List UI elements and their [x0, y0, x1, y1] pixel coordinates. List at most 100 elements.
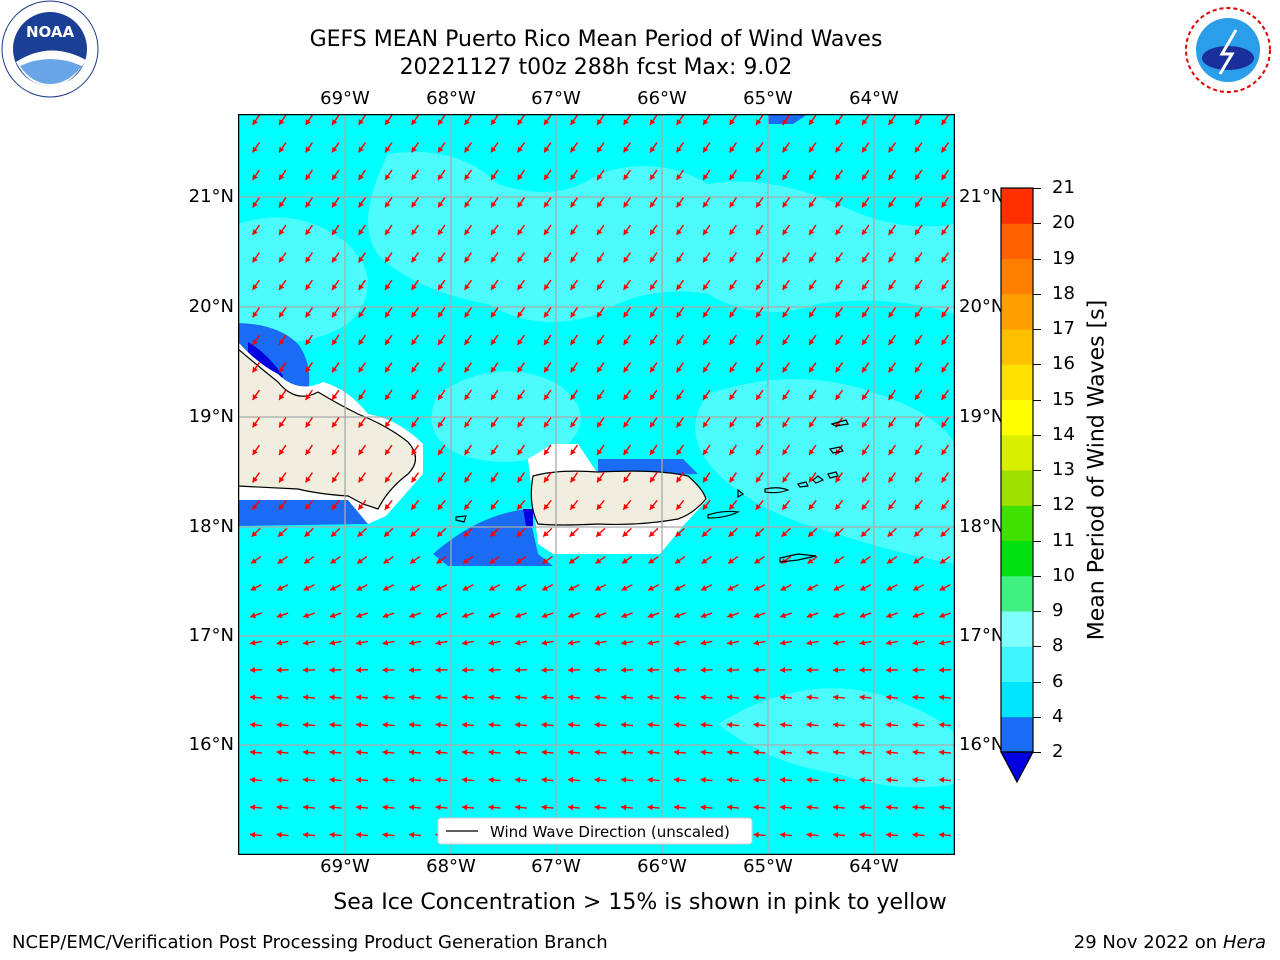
wind-arrow	[834, 334, 844, 346]
wind-arrow	[647, 694, 660, 701]
wind-arrow	[463, 417, 473, 428]
wind-arrow	[755, 472, 764, 483]
wind-arrow	[834, 169, 844, 181]
wind-arrow	[726, 639, 740, 646]
wind-arrow	[541, 694, 554, 701]
wind-arrow	[462, 555, 474, 565]
wind-arrow	[649, 472, 658, 483]
wind-arrow	[887, 417, 897, 428]
wind-arrow	[249, 831, 263, 838]
wind-arrow	[647, 667, 660, 674]
wind-arrow	[596, 389, 605, 401]
wind-arrow	[620, 639, 634, 646]
wind-arrow	[701, 527, 712, 538]
wind-arrow	[490, 169, 499, 181]
wind-arrow	[886, 612, 898, 619]
lat-tick-right: 18°N	[959, 516, 1005, 537]
wind-arrow	[302, 831, 316, 838]
wind-arrow	[357, 362, 367, 373]
wind-arrow	[410, 169, 420, 181]
wind-arrow	[886, 555, 898, 565]
wind-arrow	[461, 694, 475, 701]
wind-arrow	[755, 389, 764, 401]
wind-arrow	[913, 527, 924, 538]
wind-arrow	[490, 417, 499, 428]
wind-arrow	[382, 667, 395, 674]
wind-arrow	[276, 776, 289, 783]
lon-tick-bottom: 69°W	[320, 856, 370, 877]
wind-arrow	[329, 776, 342, 783]
wind-arrow	[357, 252, 367, 263]
wind-arrow	[302, 804, 316, 811]
wind-arrow	[834, 307, 844, 318]
wind-arrow	[859, 694, 872, 701]
lon-tick-bottom: 64°W	[849, 856, 899, 877]
wind-arrow	[516, 444, 526, 456]
wind-arrow	[861, 114, 870, 126]
wind-arrow	[728, 389, 738, 401]
wind-arrow	[806, 804, 819, 811]
wind-arrow	[382, 694, 395, 701]
lat-tick-left: 21°N	[188, 186, 234, 207]
wind-arrow	[939, 584, 951, 591]
colorbar-band	[1001, 470, 1033, 506]
wind-arrow	[648, 555, 659, 565]
wind-arrow	[543, 224, 552, 236]
wind-arrow	[938, 667, 952, 674]
wind-arrow	[808, 417, 817, 428]
wind-arrow	[569, 499, 579, 511]
wind-arrow	[753, 804, 766, 811]
wind-arrow	[887, 224, 897, 236]
wind-arrow	[779, 667, 793, 674]
wind-arrow	[410, 362, 420, 373]
wind-arrow	[726, 694, 740, 701]
wind-arrow	[302, 694, 316, 701]
wind-arrow	[542, 527, 553, 538]
wind-arrow	[357, 224, 367, 236]
wind-arrow	[329, 667, 342, 674]
wind-arrow	[649, 444, 658, 456]
wind-arrow	[543, 307, 552, 318]
wind-arrow	[940, 169, 950, 181]
chart-title: GEFS MEAN Puerto Rico Mean Period of Win…	[309, 27, 883, 52]
wind-arrow	[569, 142, 579, 153]
wind-arrow	[861, 362, 870, 373]
wind-arrow	[435, 749, 448, 756]
wind-arrow	[304, 307, 314, 318]
wind-arrow	[834, 389, 844, 401]
wind-arrow	[357, 417, 367, 428]
wind-arrow	[329, 694, 342, 701]
wind-arrow	[569, 362, 579, 373]
wind-arrow	[331, 362, 340, 373]
wind-arrow	[435, 584, 448, 591]
wind-arrow	[808, 389, 817, 401]
wind-arrow	[278, 307, 287, 318]
wind-arrow	[410, 142, 420, 153]
wind-arrow	[568, 584, 580, 591]
wind-arrow	[276, 721, 289, 728]
lon-tick-top: 64°W	[849, 88, 899, 109]
wind-arrow	[781, 472, 791, 483]
wind-arrow	[938, 721, 952, 728]
wind-arrow	[488, 584, 501, 591]
colorbar-tick-label: 17	[1052, 318, 1075, 339]
wind-arrow	[887, 499, 897, 511]
wind-arrow	[516, 417, 526, 428]
wind-arrow	[567, 694, 581, 701]
wind-arrow	[702, 142, 711, 153]
wind-arrow	[490, 197, 499, 208]
wind-arrow	[462, 612, 474, 619]
wind-arrow	[595, 527, 606, 538]
wind-arrow	[251, 362, 261, 373]
wind-arrow	[700, 612, 713, 619]
wind-arrow	[278, 389, 287, 401]
wind-arrow	[488, 804, 501, 811]
wind-arrow	[834, 224, 844, 236]
wind-arrow	[355, 694, 369, 701]
wind-arrow	[278, 499, 287, 511]
wind-arrow	[541, 667, 554, 674]
wind-arrow	[569, 169, 579, 181]
wind-arrow	[596, 362, 605, 373]
wind-arrow	[355, 831, 369, 838]
wind-arrow	[806, 776, 819, 783]
